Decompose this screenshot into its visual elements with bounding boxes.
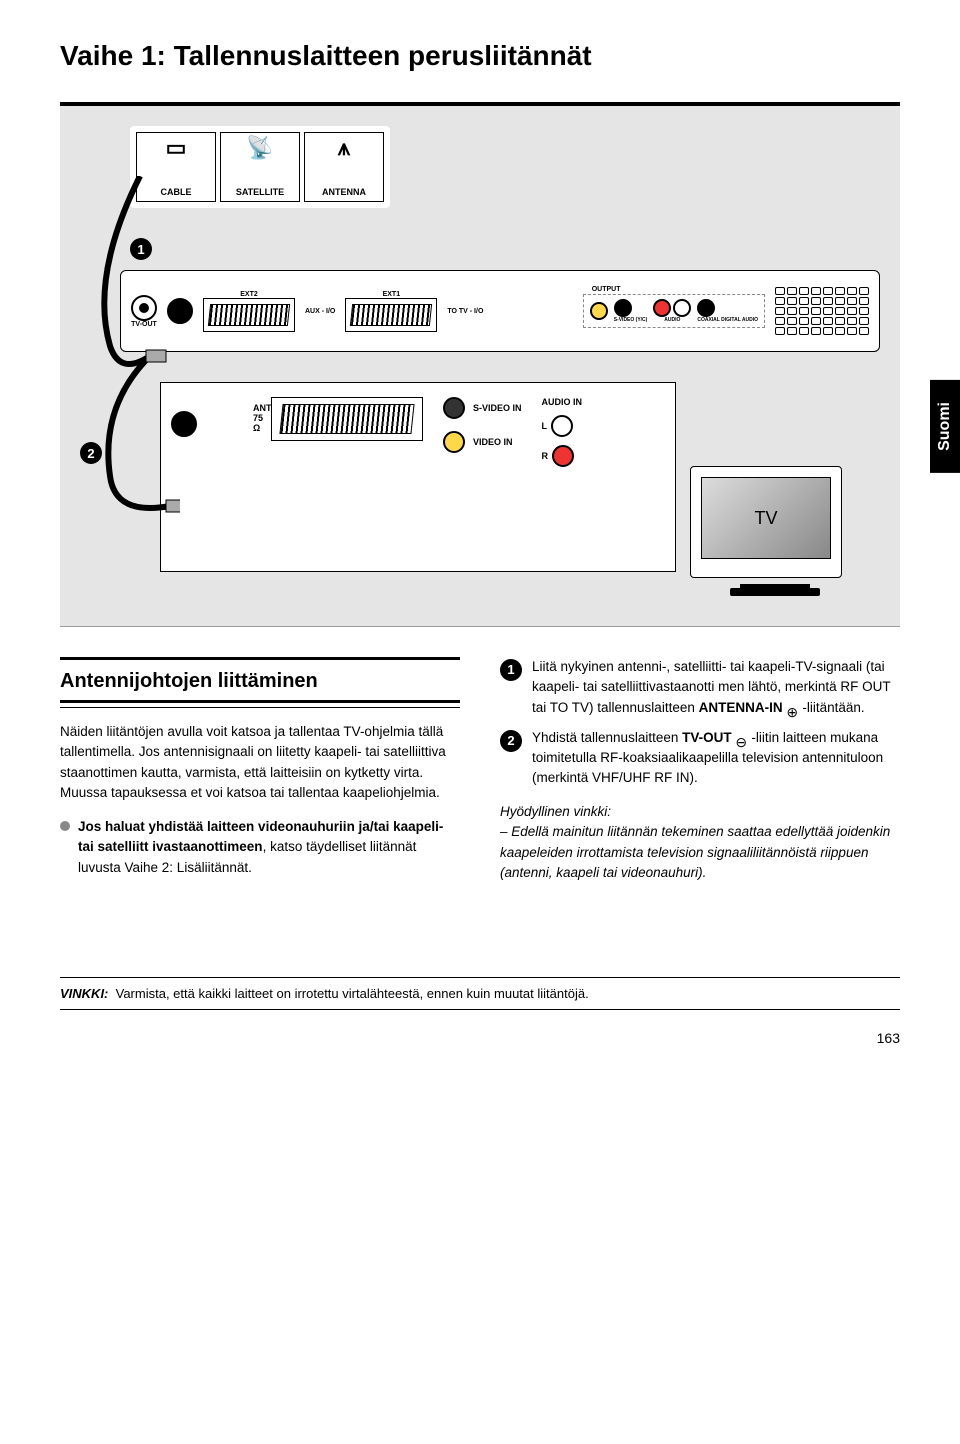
source-antenna: ⩚ ANTENNA (304, 132, 384, 202)
intro-paragraph: Näiden liitäntöjen avulla voit katsoa ja… (60, 722, 460, 803)
tip-box: VINKKI: Varmista, että kaikki laitteet o… (60, 977, 900, 1010)
scart-ext2 (203, 298, 295, 332)
cable-illustration (80, 176, 180, 536)
cable-icon: ▭ (166, 137, 187, 159)
port-label: S-VIDEO (Y/C) (614, 317, 648, 323)
satellite-icon: 📡 (246, 137, 273, 159)
step-text: Yhdistä tallennuslaitteen (532, 730, 682, 745)
port-label: AUX - I/O (305, 308, 335, 315)
diagram-area: ▭ CABLE 📡 SATELLITE ⩚ ANTENNA 1 (60, 102, 900, 627)
step-number: 2 (500, 730, 522, 752)
language-tab: Suomi (930, 380, 960, 473)
hint-paragraph: Hyödyllinen vinkki: – Edellä mainitun li… (500, 802, 900, 883)
page-title: Vaihe 1: Tallennuslaitteen perusliitännä… (60, 40, 900, 72)
body-columns: Antennijohtojen liittäminen Näiden liitä… (60, 657, 900, 897)
audio-r (653, 299, 671, 317)
port-label: EXT1 (345, 291, 437, 298)
audio-l (673, 299, 691, 317)
video-in-port (443, 431, 465, 453)
port-label: EXT2 (203, 291, 295, 298)
section-heading: Antennijohtojen liittäminen (60, 657, 460, 708)
port-label: L (542, 421, 548, 431)
source-satellite: 📡 SATELLITE (220, 132, 300, 202)
step-number: 1 (500, 659, 522, 681)
port-label: R (542, 451, 549, 461)
port-label: TO TV - I/O (447, 308, 483, 315)
port-label: AUDIO IN (542, 397, 583, 407)
audio-l-in (551, 415, 573, 437)
scart-ext1 (345, 298, 437, 332)
source-label: SATELLITE (236, 187, 284, 197)
svideo-out (614, 299, 632, 317)
hint-label: Hyödyllinen vinkki: (500, 804, 611, 819)
output-group: OUTPUT S-VIDEO (Y/C) AUDIO COAXIAL (583, 294, 765, 328)
recorder-rear-panel: TV-OUT EXT2 AUX - I/O EXT1 TO TV - I/O (120, 270, 880, 352)
tv-illustration: TV (690, 466, 860, 606)
step-bold: TV-OUT (682, 730, 732, 745)
step-1-text: 1 Liitä nykyinen antenni-, satelliitti- … (500, 657, 900, 718)
svideo-in-port (443, 397, 465, 419)
tv-rear-panel: ANT 75 Ω S-VIDEO IN VIDEO IN (160, 382, 676, 572)
hint-text: – Edellä mainitun liitännän tekeminen sa… (500, 824, 890, 880)
tv-screen-label: TV (701, 477, 831, 559)
coax-out (697, 299, 715, 317)
video-out-rca (590, 302, 608, 320)
antenna-icon: ⩚ (338, 137, 350, 159)
bullet-item: Jos haluat yhdistää laitteen videonauhur… (60, 817, 460, 878)
tip-label: VINKKI: (60, 986, 108, 1001)
output-label: OUTPUT (590, 286, 623, 293)
tip-text: Varmista, että kaikki laitteet on irrote… (116, 986, 589, 1001)
source-label: ANTENNA (322, 187, 366, 197)
audio-r-in (552, 445, 574, 467)
tv-scart (271, 397, 423, 441)
bullet-icon (60, 821, 70, 831)
rf-in-icon (786, 702, 802, 714)
ant-label: ANT 75 Ω (253, 403, 272, 433)
port-label: VIDEO IN (473, 437, 513, 447)
page-number: 163 (60, 1030, 900, 1046)
vent-grid (775, 287, 869, 335)
port-label: S-VIDEO IN (473, 403, 522, 413)
step-bold: ANTENNA-IN (699, 700, 783, 715)
step-text: -liitäntään. (802, 700, 864, 715)
port-label: AUDIO (653, 317, 691, 323)
rf-out-icon (735, 732, 751, 744)
step-2-text: 2 Yhdistä tallennuslaitteen TV-OUT -liit… (500, 728, 900, 789)
port-label: COAXIAL DIGITAL AUDIO (697, 317, 758, 323)
